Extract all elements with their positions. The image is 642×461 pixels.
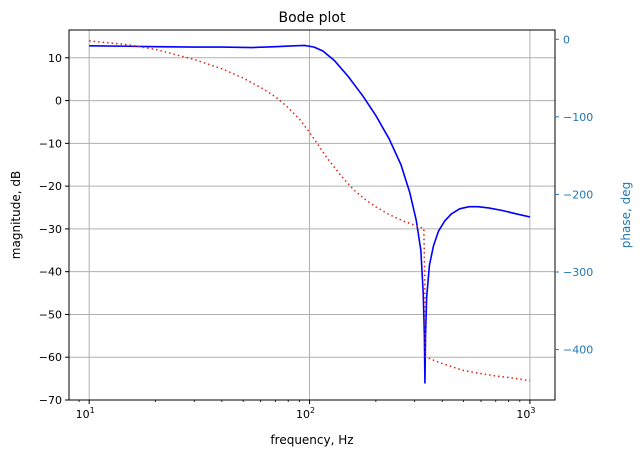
phase-series-line	[89, 40, 531, 382]
y-tick-label: −30	[39, 223, 62, 236]
x-tick-label: 103	[516, 406, 535, 421]
chart-title: Bode plot	[279, 10, 346, 26]
y2-axis-ticks: 0 −100 −200 −300 −400	[555, 33, 593, 357]
y-axis-label: magnitude, dB	[9, 171, 23, 259]
y2-tick-label: −200	[563, 188, 593, 201]
x-tick-label: 101	[76, 406, 95, 421]
y2-tick-label: 0	[563, 33, 570, 46]
y2-axis-label: phase, deg	[619, 182, 633, 248]
magnitude-series-line	[89, 44, 531, 384]
y-tick-label: −20	[39, 180, 62, 193]
x-tick-label: 102	[296, 406, 315, 421]
y2-tick-label: −300	[563, 266, 593, 279]
x-axis-ticks: 101 102 103	[76, 400, 535, 421]
plot-frame	[68, 29, 556, 401]
y-tick-label: 0	[55, 95, 62, 108]
y-tick-label: −10	[39, 137, 62, 150]
series-layer	[89, 40, 531, 384]
y2-tick-label: −100	[563, 111, 593, 124]
grid-lines	[69, 30, 555, 401]
y-tick-label: −70	[39, 394, 62, 407]
y-tick-label: −60	[39, 351, 62, 364]
x-axis-label: frequency, Hz	[270, 433, 353, 447]
y-tick-label: −50	[39, 308, 62, 321]
y-tick-label: 10	[48, 52, 62, 65]
y2-tick-label: −400	[563, 344, 593, 357]
y-tick-label: −40	[39, 266, 62, 279]
y-axis-ticks: 10 0 −10 −20 −30 −40 −50 −60 −70	[39, 52, 69, 407]
